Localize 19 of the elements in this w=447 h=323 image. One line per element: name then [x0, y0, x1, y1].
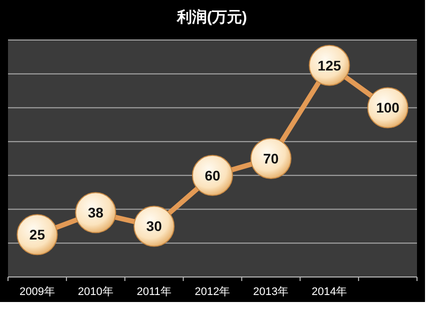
data-label: 100 [376, 100, 400, 116]
point [134, 206, 175, 247]
chart-title: 利润(万元) [176, 8, 247, 26]
x-tick-label: 2009年 [19, 286, 55, 298]
point [16, 214, 58, 256]
x-tick-label: 2012年 [194, 286, 230, 298]
x-tick-label: 2014年 [312, 286, 348, 298]
data-label: 38 [88, 204, 104, 221]
x-tick-label: 2013年 [253, 286, 289, 298]
point [250, 138, 292, 179]
x-tick-label: 2010年 [78, 286, 114, 298]
data-label: 30 [146, 218, 162, 234]
x-tick-label: 2011年 [136, 286, 172, 298]
point [75, 192, 116, 234]
data-label: 125 [318, 57, 342, 74]
data-label: 60 [204, 167, 220, 184]
point [192, 154, 233, 196]
data-label: 25 [29, 226, 46, 243]
data-label: 70 [263, 150, 279, 166]
